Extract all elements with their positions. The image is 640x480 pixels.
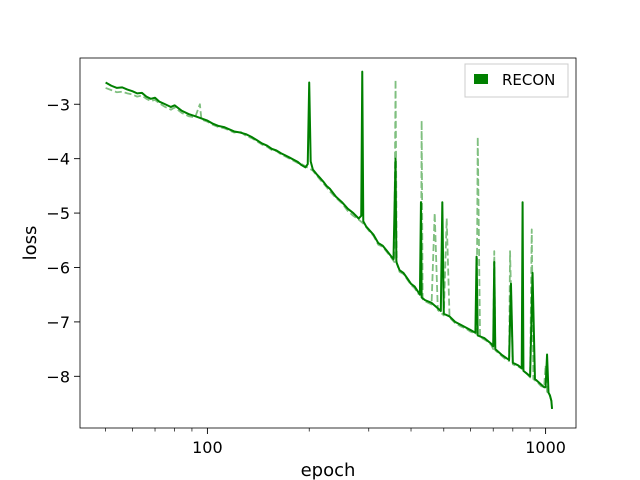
y-tick-label: −7 xyxy=(46,313,70,332)
y-tick-label: −6 xyxy=(46,258,70,277)
x-axis: 100 1000 xyxy=(105,428,566,457)
recon-line xyxy=(105,70,554,410)
x-tick-label: 1000 xyxy=(525,438,566,457)
legend: RECON xyxy=(464,63,569,98)
y-tick-label: −4 xyxy=(46,150,70,169)
plot-area xyxy=(80,58,576,428)
y-tick-label: −8 xyxy=(46,367,70,386)
plot-frame xyxy=(79,57,577,429)
y-axis-label: loss xyxy=(20,226,41,261)
x-axis-label: epoch xyxy=(301,460,356,480)
x-tick-label: 100 xyxy=(192,438,223,457)
legend-swatch-recon xyxy=(474,74,488,84)
y-axis: −8 −7 −6 −5 −4 −3 xyxy=(46,95,80,386)
y-tick-label: −5 xyxy=(46,204,70,223)
y-tick-label: −3 xyxy=(46,95,70,114)
series-layer xyxy=(105,70,554,410)
legend-label-recon: RECON xyxy=(502,71,555,89)
